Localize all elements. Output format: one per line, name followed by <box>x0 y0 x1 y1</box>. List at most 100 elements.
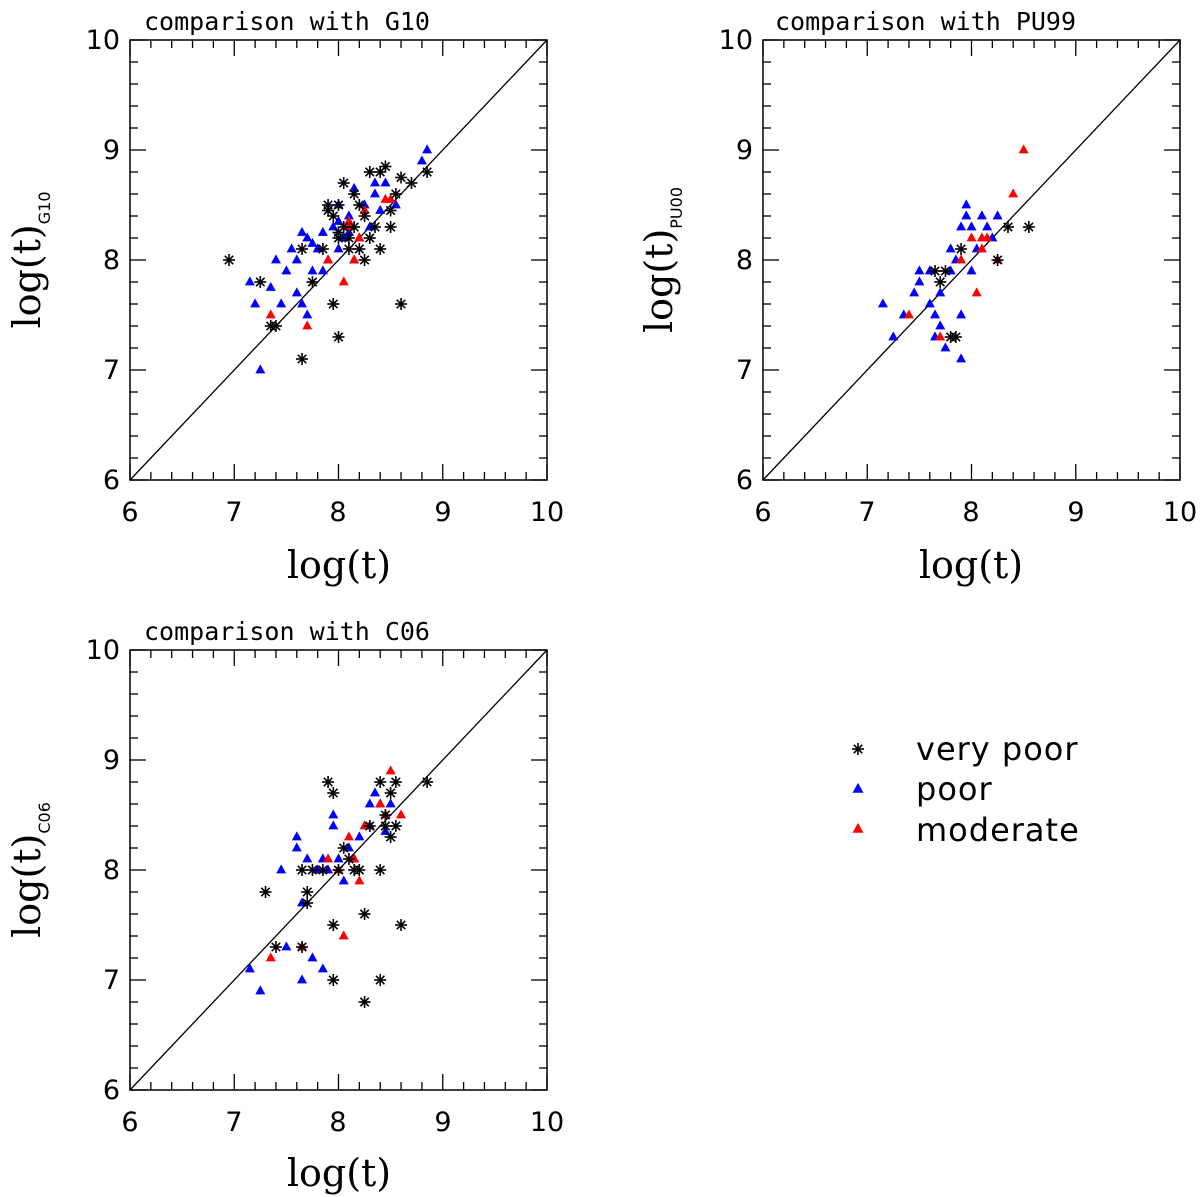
data-point-poor <box>291 254 302 264</box>
data-point-poor <box>369 177 380 187</box>
data-points <box>877 144 1035 363</box>
data-point-moderate <box>935 331 946 341</box>
data-point-poor <box>297 897 308 907</box>
y-tick-label: 10 <box>86 635 120 666</box>
data-point-poor <box>297 298 308 308</box>
data-point-poor <box>328 809 339 819</box>
data-point-moderate <box>359 820 370 830</box>
data-point-very-poor <box>374 166 387 178</box>
data-point-poor <box>244 276 255 286</box>
data-point-very-poor <box>421 776 434 788</box>
chart-title: comparison with G10 <box>144 7 430 36</box>
x-axis-label: log(t) <box>287 543 391 587</box>
data-point-very-poor <box>327 298 340 310</box>
data-point-moderate <box>375 798 386 808</box>
data-point-moderate <box>966 232 977 242</box>
data-point-very-poor <box>374 864 387 876</box>
data-point-poor <box>982 221 993 231</box>
x-tick-label: 6 <box>121 1107 138 1138</box>
y-tick-label: 7 <box>103 965 120 996</box>
data-point-very-poor <box>332 199 345 211</box>
data-point-poor <box>255 985 266 995</box>
data-point-very-poor <box>379 160 392 173</box>
data-point-moderate <box>343 215 354 225</box>
data-point-very-poor <box>223 254 236 266</box>
data-point-moderate <box>956 254 967 264</box>
data-point-poor <box>364 798 375 808</box>
data-point-poor <box>359 199 370 209</box>
data-point-moderate <box>349 254 360 264</box>
x-axis-label: log(t) <box>287 1151 391 1195</box>
data-point-very-poor <box>342 853 355 865</box>
data-point-very-poor <box>327 974 340 986</box>
data-point-very-poor <box>269 941 282 953</box>
chart-title: comparison with C06 <box>144 617 430 646</box>
data-point-very-poor <box>342 232 355 244</box>
data-point-moderate <box>385 765 396 775</box>
data-point-poor <box>244 963 255 973</box>
y-tick-label: 6 <box>736 465 753 496</box>
y-axis-label-sub: C06 <box>35 802 54 834</box>
y-axis-label: log(t)C06 <box>5 802 54 938</box>
data-point-poor <box>250 298 261 308</box>
data-point-poor <box>945 265 956 275</box>
data-point-very-poor <box>306 276 319 288</box>
data-point-very-poor <box>296 864 309 876</box>
data-point-poor <box>961 210 972 220</box>
data-point-very-poor <box>316 864 329 876</box>
data-point-poor <box>307 265 318 275</box>
panel-pu99: comparison with PU99 6 7 8 9 10 6 7 8 9 … <box>637 7 1197 587</box>
data-point-very-poor <box>296 353 309 365</box>
data-point-very-poor <box>327 787 340 799</box>
y-tick-label: 7 <box>103 355 120 386</box>
data-point-moderate <box>903 309 914 319</box>
data-point-very-poor <box>316 243 329 255</box>
data-point-poor <box>281 265 292 275</box>
data-point-poor <box>276 864 287 874</box>
data-point-poor <box>291 287 302 297</box>
y-tick-label: 7 <box>736 355 753 386</box>
data-point-moderate <box>265 952 276 962</box>
legend-marker-very-poor <box>852 743 864 755</box>
y-axis-label-main: log(t) <box>5 224 49 328</box>
data-point-poor <box>945 243 956 253</box>
data-point-very-poor <box>348 221 361 233</box>
y-tick-label: 10 <box>719 25 753 56</box>
panel-c06: comparison with C06 6 7 8 9 10 6 7 8 9 1… <box>5 617 564 1195</box>
data-point-poor <box>317 963 328 973</box>
y-axis-label-main: log(t) <box>637 229 681 333</box>
data-point-very-poor <box>379 809 392 821</box>
data-point-very-poor <box>374 243 387 255</box>
data-point-moderate <box>976 243 987 253</box>
data-point-very-poor <box>358 996 371 1008</box>
x-tick-label: 8 <box>329 497 346 528</box>
data-points <box>223 144 434 374</box>
data-point-very-poor <box>342 243 355 255</box>
data-point-poor <box>961 199 972 209</box>
x-tick-label: 6 <box>754 497 771 528</box>
data-point-very-poor <box>301 897 314 909</box>
x-tick-label: 9 <box>434 497 451 528</box>
data-point-very-poor <box>353 243 366 255</box>
x-tick-label: 10 <box>530 1107 564 1138</box>
data-point-very-poor <box>421 166 434 178</box>
data-point-very-poor <box>389 820 402 832</box>
reference-line <box>129 39 548 481</box>
data-point-poor <box>281 941 292 951</box>
y-tick-label: 6 <box>103 1075 120 1106</box>
data-point-very-poor <box>296 941 309 953</box>
data-point-very-poor <box>332 331 345 343</box>
y-axis-label: log(t)PU00 <box>637 187 686 333</box>
data-points <box>244 765 434 1008</box>
legend-label-moderate: moderate <box>916 811 1080 849</box>
legend-label-very-poor: very poor <box>916 730 1079 768</box>
data-point-poor <box>333 853 344 863</box>
x-tick-label: 10 <box>530 497 564 528</box>
y-tick-label: 9 <box>103 135 120 166</box>
data-point-poor <box>338 875 349 885</box>
data-point-very-poor <box>939 265 952 277</box>
data-point-poor <box>354 831 365 841</box>
data-point-poor <box>888 331 899 341</box>
svg-text:log(t)C06: log(t)C06 <box>5 802 54 938</box>
